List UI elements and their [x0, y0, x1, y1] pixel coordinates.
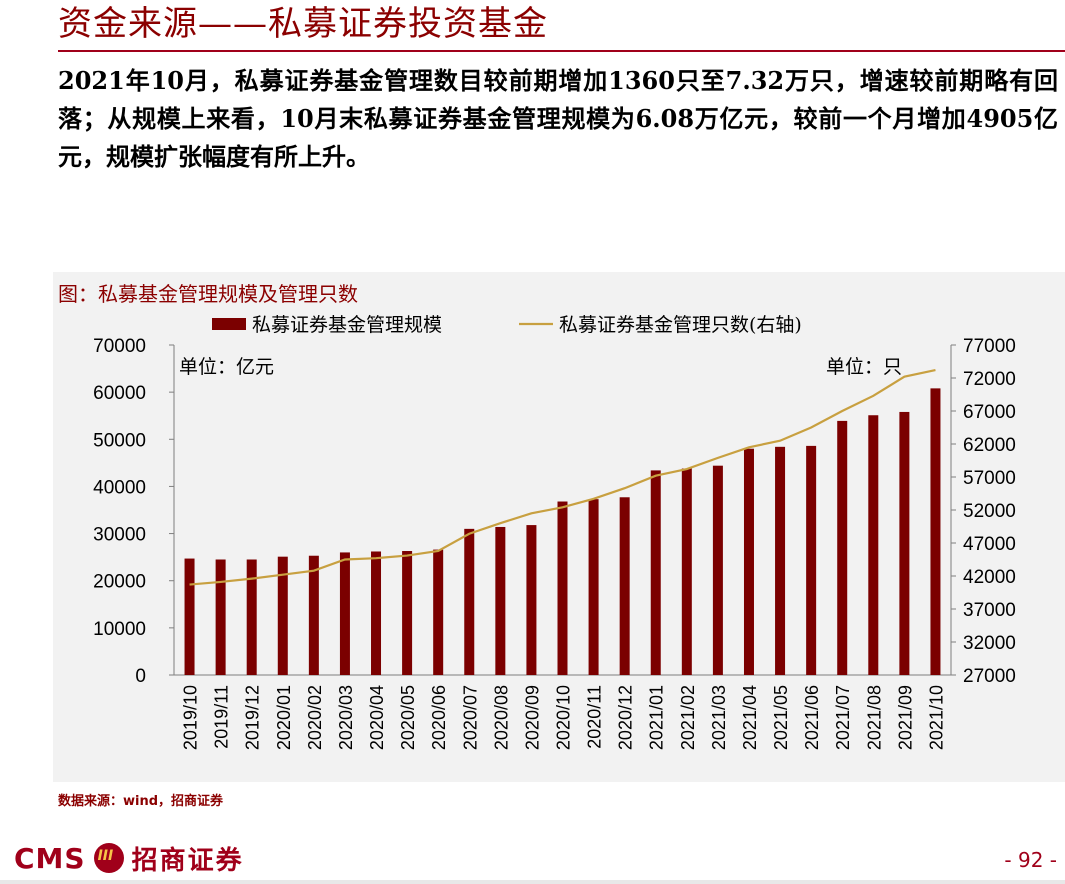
x-tick-label: 2019/12 [243, 685, 263, 750]
bar [588, 499, 599, 675]
summary-text: 2021年10月，私募证券基金管理数目较前期增加1360只至7.32万只，增速较… [58, 66, 1058, 171]
page-number: - 92 - [1004, 848, 1057, 872]
right-tick-label: 27000 [963, 666, 1016, 687]
x-tick-label: 2020/04 [367, 685, 387, 750]
right-tick-label: 37000 [963, 600, 1016, 621]
x-tick-label: 2020/05 [398, 685, 418, 750]
bar [215, 559, 226, 675]
bar [246, 559, 257, 675]
x-tick-label: 2020/11 [585, 685, 605, 749]
x-tick-label: 2021/05 [771, 685, 791, 750]
right-tick-label: 32000 [963, 633, 1016, 654]
bar [743, 448, 754, 675]
x-tick-label: 2021/01 [647, 685, 667, 750]
bar [806, 445, 817, 675]
left-tick-label: 0 [135, 666, 146, 687]
left-tick-label: 30000 [93, 525, 146, 546]
bar [868, 415, 879, 675]
legend-bar-swatch [212, 318, 246, 330]
footer-divider [0, 880, 1065, 884]
bar [339, 552, 350, 675]
right-tick-label: 62000 [963, 435, 1016, 456]
left-tick-label: 40000 [93, 477, 146, 498]
x-tick-label: 2021/10 [926, 685, 946, 750]
data-source: 数据来源：wind，招商证券 [58, 794, 224, 809]
bar [184, 558, 195, 675]
x-tick-label: 2020/01 [274, 685, 294, 750]
x-tick-label: 2021/07 [833, 685, 853, 750]
right-tick-label: 57000 [963, 468, 1016, 489]
left-tick-label: 10000 [93, 619, 146, 640]
x-tick-label: 2020/03 [336, 685, 356, 750]
bar [495, 526, 506, 675]
x-tick-label: 2019/10 [181, 685, 201, 750]
x-tick-label: 2021/03 [709, 685, 729, 750]
x-tick-label: 2021/09 [895, 685, 915, 750]
bar [464, 528, 475, 675]
right-tick-label: 47000 [963, 534, 1016, 555]
bar [930, 388, 941, 675]
bar [557, 501, 568, 675]
bar [619, 497, 630, 675]
right-tick-label: 42000 [963, 567, 1016, 588]
x-tick-label: 2021/06 [802, 685, 822, 750]
bar [277, 556, 288, 675]
logo-emblem-icon [93, 843, 124, 873]
company-logo: CMS 招商证券 [14, 838, 244, 878]
right-tick-label: 72000 [963, 369, 1016, 390]
slide-title: 资金来源——私募证券投资基金 [58, 4, 548, 44]
chart-panel: 0 10000 20000 30000 40000 50000 60000 70000 2700… [53, 272, 1065, 782]
line-series [189, 369, 936, 586]
x-tick-label: 2021/04 [740, 685, 760, 750]
x-tick-label: 2020/07 [460, 685, 480, 750]
x-tick-label: 2020/12 [616, 685, 636, 750]
left-tick-label: 50000 [93, 430, 146, 451]
x-tick-label: 2019/11 [212, 685, 232, 749]
right-tick-label: 77000 [963, 336, 1016, 357]
bar [402, 551, 413, 675]
bar [308, 555, 319, 675]
x-tick-label: 2020/10 [554, 685, 574, 750]
title-divider [58, 50, 1065, 52]
x-tick-label: 2020/02 [305, 685, 325, 750]
x-tick-label: 2021/08 [864, 685, 884, 750]
x-tick-label: 2020/09 [522, 685, 542, 750]
bar [837, 420, 848, 675]
legend-line-label: 私募证券基金管理只数(右轴) [559, 314, 802, 336]
bar [712, 465, 723, 675]
legend-bar-label: 私募证券基金管理规模 [252, 314, 442, 336]
logo-cms-text: CMS [14, 841, 86, 875]
right-unit-label: 单位：只 [826, 356, 902, 378]
x-tick-label: 2021/02 [678, 685, 698, 750]
right-tick-label: 52000 [963, 501, 1016, 522]
bar [681, 468, 692, 675]
bar [371, 551, 382, 675]
bar [775, 446, 786, 675]
x-tick-label: 2020/06 [429, 685, 449, 750]
left-tick-label: 20000 [93, 572, 146, 593]
chart-svg: 0 10000 20000 30000 40000 50000 60000 70000 2700… [93, 314, 1016, 750]
x-tick-label: 2020/08 [491, 685, 511, 750]
bar [899, 411, 910, 675]
bar [650, 470, 661, 675]
left-tick-label: 70000 [93, 336, 146, 357]
left-unit-label: 单位：亿元 [179, 356, 274, 378]
logo-cn-text: 招商证券 [131, 845, 244, 876]
bar [526, 525, 537, 675]
figure-caption: 图：私募基金管理规模及管理只数 [58, 282, 358, 306]
bar [433, 549, 444, 675]
right-tick-label: 67000 [963, 402, 1016, 423]
left-tick-label: 60000 [93, 383, 146, 404]
